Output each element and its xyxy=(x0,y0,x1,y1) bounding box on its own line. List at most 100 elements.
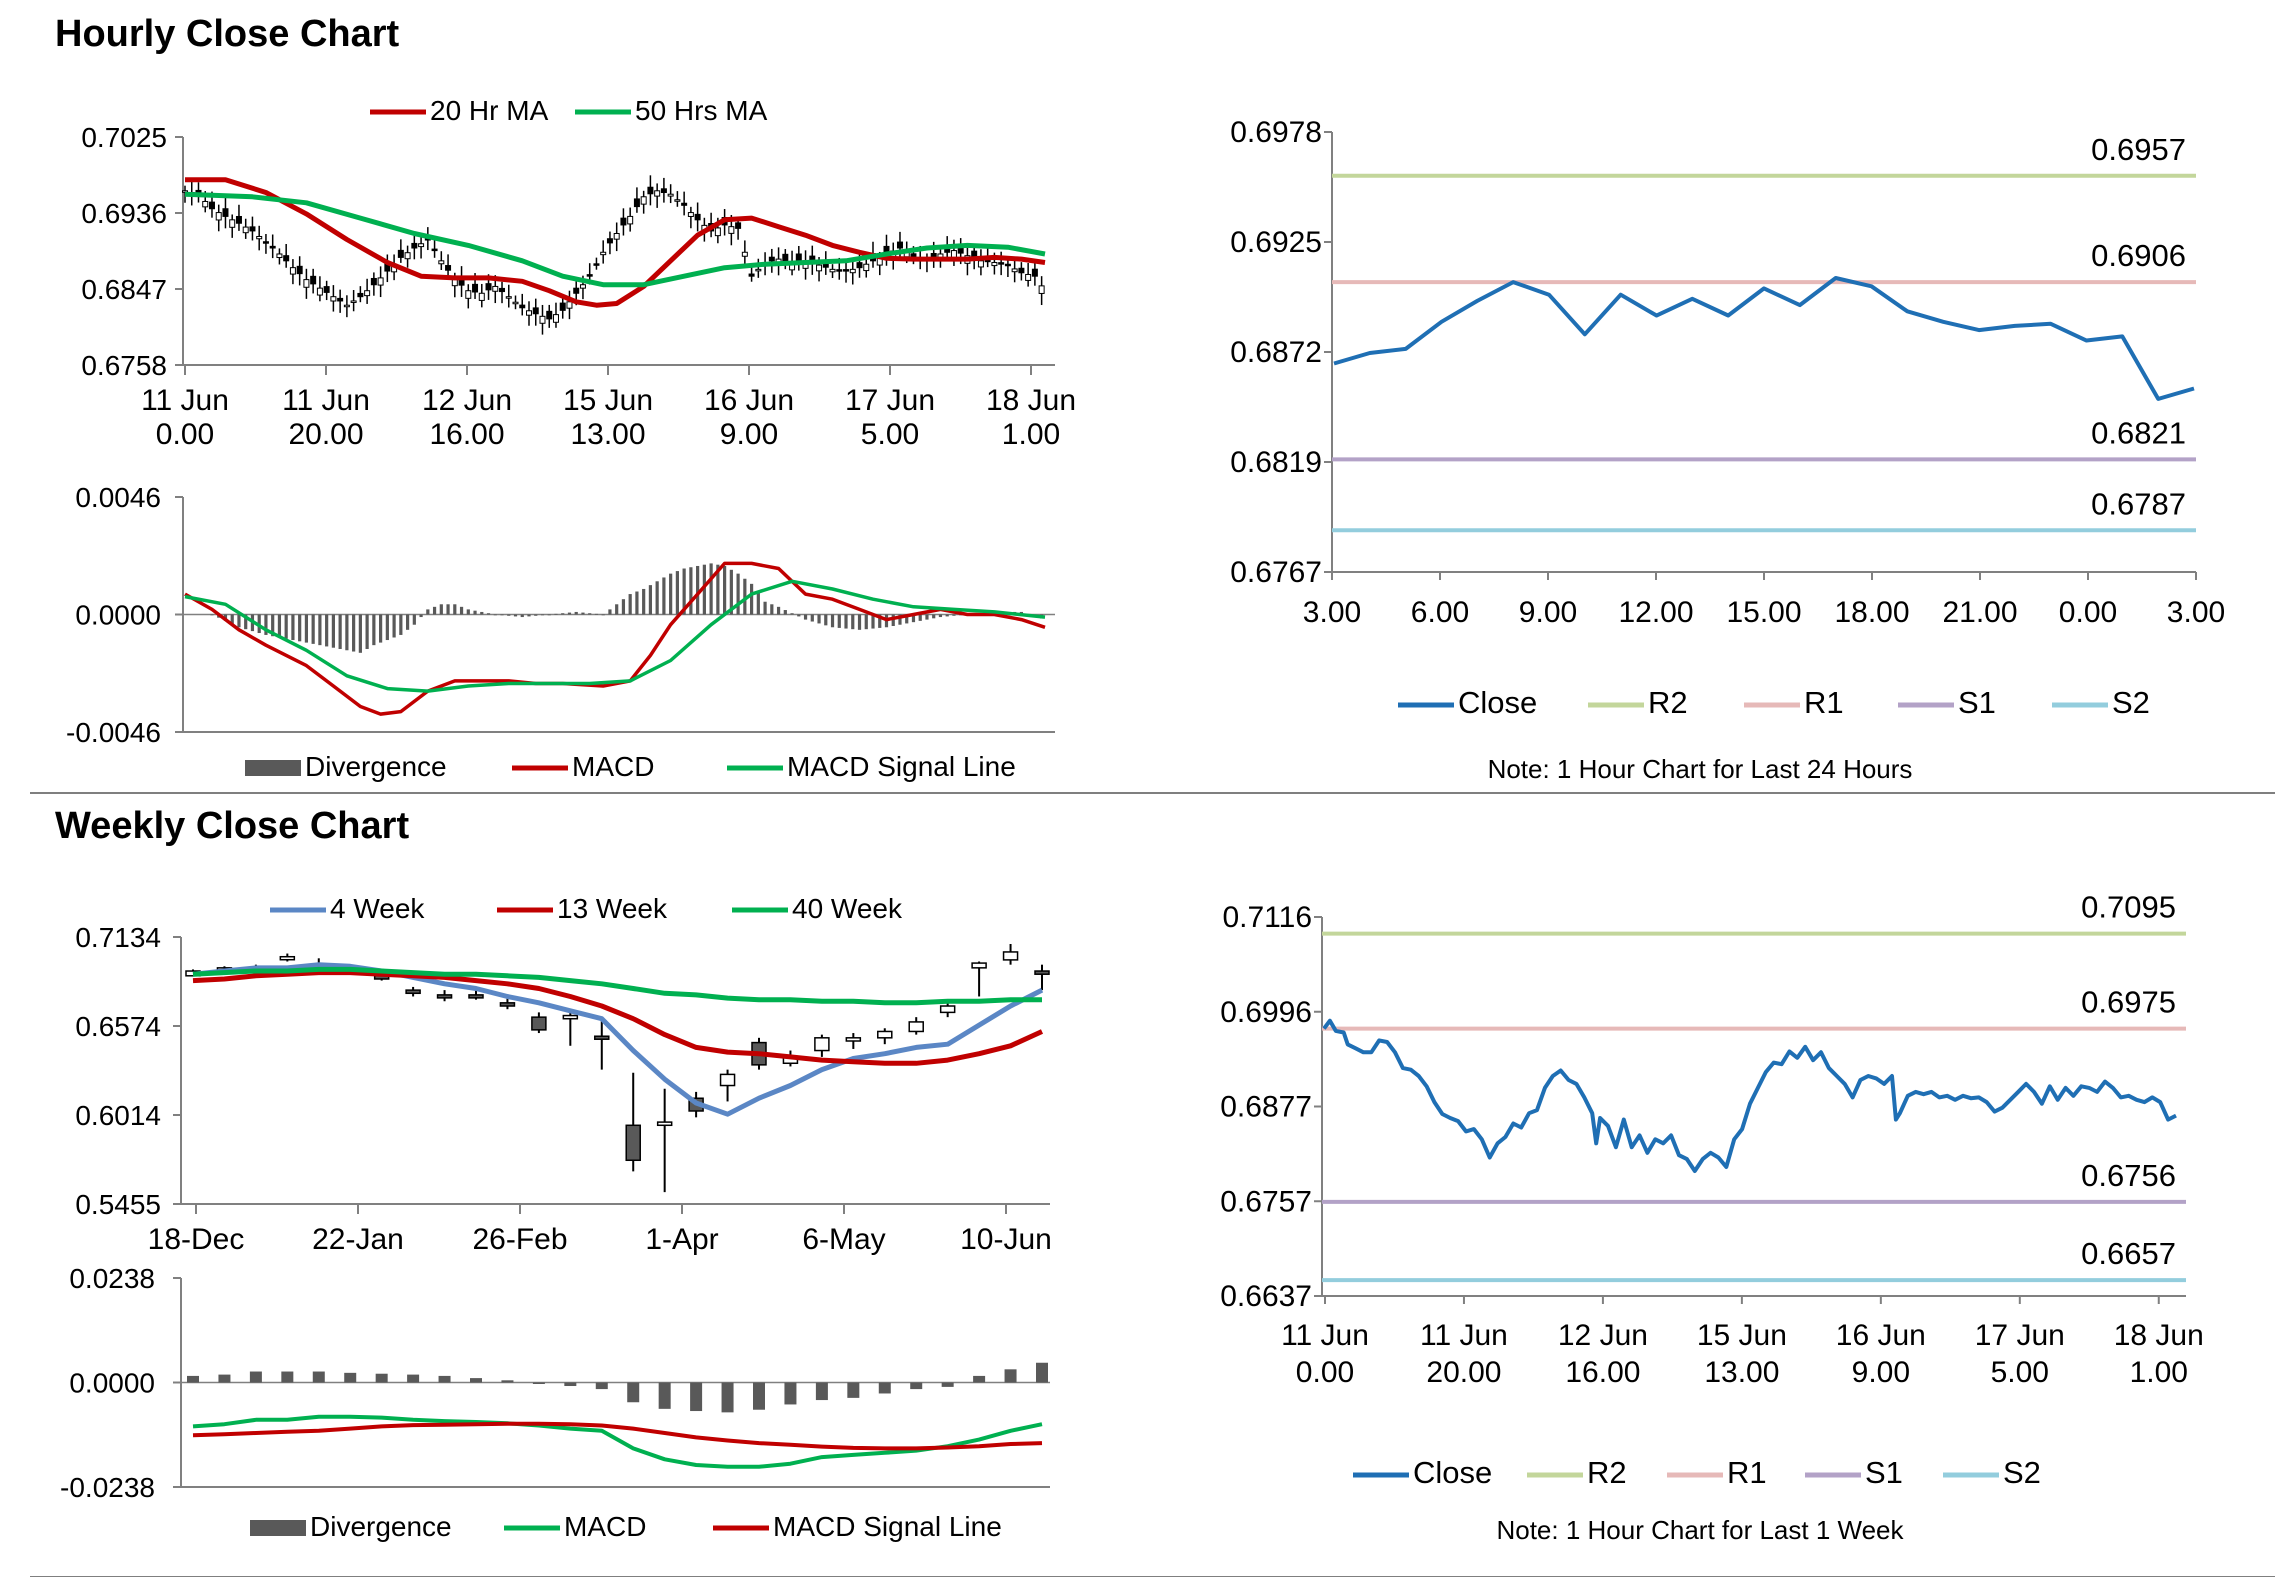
hourly-pivots-x-tick-label: 6.00 xyxy=(1411,596,1469,629)
hourly-candle xyxy=(431,248,438,252)
hourly-price-x-tick-label: 17 Jun xyxy=(845,384,935,417)
weekly-divergence-bar xyxy=(501,1380,514,1383)
hourly-divergence-bar xyxy=(716,564,720,615)
hourly-divergence-bar xyxy=(439,604,443,615)
hourly-price-x-tick-label: 13.00 xyxy=(570,418,645,451)
weekly-pivots-x-tick-label: 16.00 xyxy=(1565,1356,1640,1389)
hourly-divergence-bar xyxy=(702,564,706,615)
weekly-pivots-note: Note: 1 Hour Chart for Last 1 Week xyxy=(1496,1515,1904,1545)
hourly-divergence-bar xyxy=(776,606,781,615)
hourly-candle xyxy=(208,201,215,210)
weekly-pivots-level-label-r1: 0.6975 xyxy=(2081,985,2176,1020)
hourly-candle xyxy=(1011,268,1018,273)
hourly-candle xyxy=(262,241,269,244)
hourly-pivots-level-label-s1: 0.6821 xyxy=(2091,415,2186,450)
hourly-divergence-bar xyxy=(588,613,592,615)
weekly-candle xyxy=(405,989,421,995)
hourly-pivots-x-tick-label: 21.00 xyxy=(1942,596,2017,629)
weekly-price-x-tick-label: 22-Jan xyxy=(312,1223,404,1256)
hourly-candle xyxy=(694,213,701,221)
hourly-candle xyxy=(1038,285,1045,294)
weekly-pivots-close-line xyxy=(1322,1018,2177,1173)
hourly-divergence-bar xyxy=(567,612,572,615)
hourly-divergence-bar xyxy=(790,613,794,615)
weekly-divergence-bar xyxy=(815,1382,828,1401)
weekly-divergence-bar xyxy=(532,1382,545,1384)
hourly-candle xyxy=(222,208,229,217)
weekly-divergence-bar xyxy=(312,1371,325,1383)
hourly-pivots-legend-r2-label: R2 xyxy=(1648,685,1688,720)
hourly-candle xyxy=(600,251,607,256)
hourly-price-x-tick-label: 18 Jun xyxy=(986,384,1076,417)
hourly-candle xyxy=(674,199,681,202)
hourly-candle xyxy=(640,196,647,205)
weekly-pivots-x-tick-label: 9.00 xyxy=(1852,1356,1910,1389)
hourly-pivots-chart: 0.6978 0.6925 0.6872 0.6819 0.6767 3.00 6.00 9.… xyxy=(1230,116,2225,784)
weekly-macd-y-tick-label: 0.0000 xyxy=(69,1368,155,1399)
hourly-divergence-bar xyxy=(723,565,727,615)
hourly-ma-line-20 xyxy=(185,177,1046,308)
hourly-candle xyxy=(229,219,236,228)
weekly-divergence-bar xyxy=(658,1382,671,1409)
hourly-divergence-bar xyxy=(345,614,349,651)
weekly-price-x-tick-label: 26-Feb xyxy=(472,1223,567,1256)
weekly-candle xyxy=(279,955,296,961)
hourly-price-x-tick-label: 1.00 xyxy=(1002,418,1060,451)
hourly-divergence-bar xyxy=(878,614,882,628)
hourly-price-x-tick-label: 12 Jun xyxy=(422,384,512,417)
hourly-divergence-bar xyxy=(601,614,605,616)
hourly-pivots-x-tick-label: 3.00 xyxy=(1303,596,1361,629)
hourly-price-x-tick-label: 5.00 xyxy=(861,418,919,451)
hourly-candle xyxy=(283,255,290,262)
hourly-candle xyxy=(647,186,654,195)
hourly-candle xyxy=(310,275,317,285)
hourly-pivots-x-tick-label: 0.00 xyxy=(2059,596,2117,629)
hourly-candle xyxy=(337,297,344,302)
hourly-divergence-bar xyxy=(338,614,342,649)
hourly-divergence-bar xyxy=(675,571,679,615)
weekly-divergence-bar xyxy=(941,1382,954,1387)
weekly-candle xyxy=(845,1037,862,1042)
weekly-candle xyxy=(908,1021,924,1033)
hourly-candle xyxy=(445,265,452,271)
hourly-candle xyxy=(728,226,735,234)
hourly-candle xyxy=(512,301,519,305)
hourly-candle xyxy=(235,215,242,224)
hourly-divergence-bar xyxy=(830,614,835,628)
weekly-candle xyxy=(594,1035,610,1040)
weekly-divergence-bar xyxy=(878,1382,891,1394)
hourly-candle xyxy=(755,268,762,272)
hourly-candle xyxy=(256,235,263,240)
hourly-divergence-bar xyxy=(891,614,895,626)
hourly-divergence-bar xyxy=(642,588,646,615)
hourly-price-y-tick-label: 0.6847 xyxy=(81,274,167,305)
hourly-divergence-bar xyxy=(689,567,693,615)
hourly-candle xyxy=(748,273,755,277)
hourly-pivots-y-tick-label: 0.6978 xyxy=(1230,116,1322,149)
legend-weekly-divergence-swatch xyxy=(250,1520,306,1536)
hourly-candle xyxy=(1004,263,1011,267)
hourly-divergence-bar xyxy=(851,614,855,630)
weekly-candle xyxy=(468,994,484,999)
hourly-divergence-bar xyxy=(615,604,619,615)
weekly-pivots-x-tick-label: 1.00 xyxy=(2130,1356,2188,1389)
weekly-divergence-bar xyxy=(627,1382,640,1403)
hourly-divergence-bar xyxy=(513,614,518,617)
legend-13-week-label: 13 Week xyxy=(557,893,668,924)
hourly-candle xyxy=(977,260,984,268)
hourly-divergence-bar xyxy=(298,614,302,642)
weekly-ma-line-13wk xyxy=(192,970,1044,1066)
hourly-divergence-bar xyxy=(729,569,733,615)
weekly-price-x-tick-label: 1-Apr xyxy=(645,1223,718,1256)
weekly-pivots-x-tick-label: 11 Jun xyxy=(1281,1319,1369,1352)
weekly-macd-y-tick-label: -0.0238 xyxy=(60,1472,155,1503)
weekly-pivots-x-tick-label: 12 Jun xyxy=(1558,1319,1648,1352)
weekly-pivots-legend-s1-label: S1 xyxy=(1865,1455,1903,1490)
hourly-candle xyxy=(687,212,694,217)
hourly-divergence-bar xyxy=(244,614,248,630)
hourly-divergence-bar xyxy=(561,613,565,615)
hourly-candle xyxy=(930,252,937,258)
hourly-divergence-bar xyxy=(358,614,362,653)
hourly-candle xyxy=(552,314,559,323)
